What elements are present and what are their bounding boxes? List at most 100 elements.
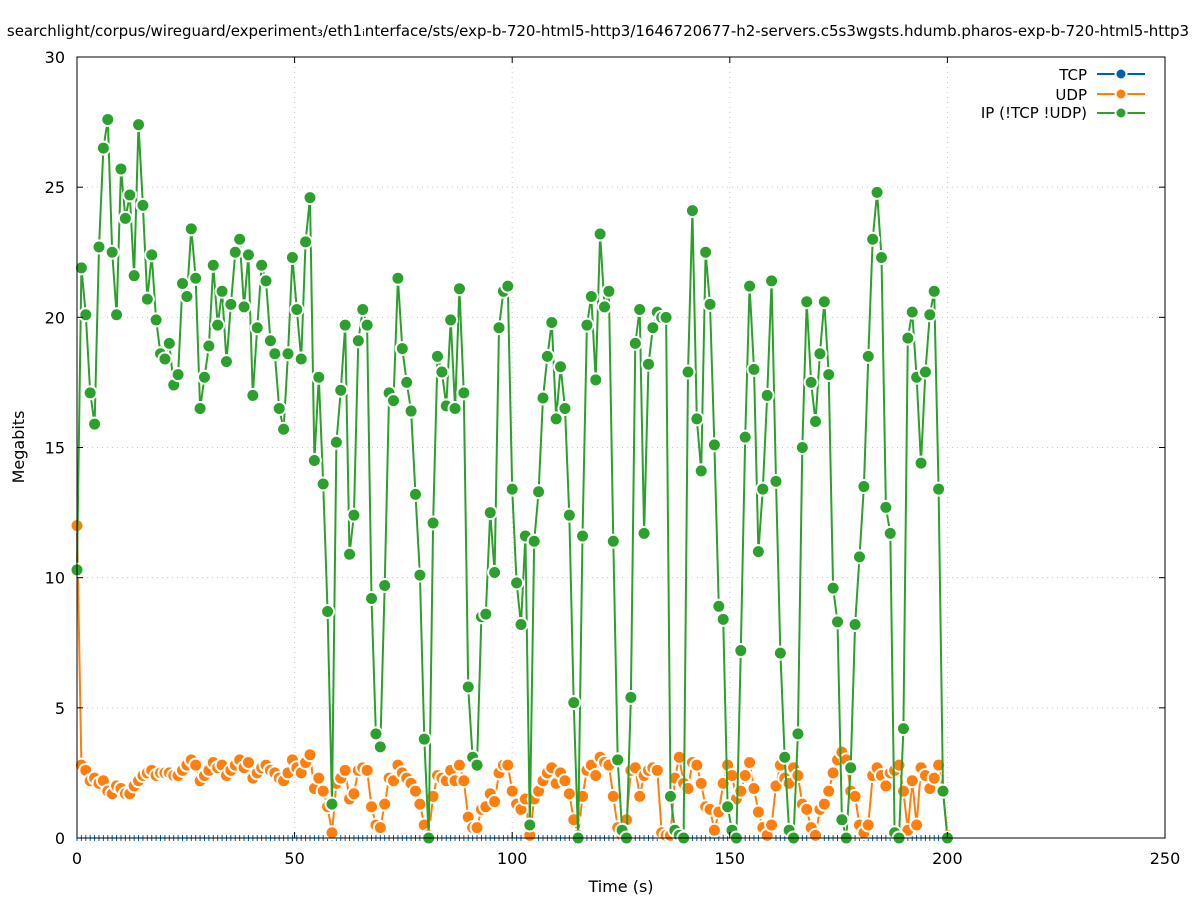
udp-point (926, 770, 942, 786)
ip-point (131, 117, 147, 133)
ip-point (201, 338, 217, 354)
ip-point (91, 239, 107, 255)
x-tick-label: 0 (72, 849, 82, 868)
ip-point (640, 356, 656, 372)
ip-point (394, 341, 410, 357)
ip-point (188, 270, 204, 286)
ip-point (601, 283, 617, 299)
series-layer (69, 111, 955, 846)
ip-point (847, 617, 863, 633)
ip-point (579, 317, 595, 333)
ip-point (935, 783, 951, 799)
ip-point (755, 481, 771, 497)
ip-point (698, 244, 714, 260)
ip-point (478, 606, 494, 622)
ip-point (157, 351, 173, 367)
x-tick-label: 100 (497, 849, 528, 868)
x-tick-label: 200 (932, 849, 963, 868)
ip-point (372, 739, 388, 755)
ip-point (254, 257, 270, 273)
legend-marker-tcp (1114, 67, 1128, 81)
y-tick-label: 30 (45, 48, 65, 67)
ip-point (500, 278, 516, 294)
ip-point (860, 348, 876, 364)
udp-point (746, 781, 762, 797)
udp-point (364, 799, 380, 815)
y-axis-label: Megabits (9, 411, 28, 484)
udp-point (825, 765, 841, 781)
ip-point (706, 437, 722, 453)
ip-point (720, 799, 736, 815)
udp-point (605, 788, 621, 804)
udp-point (240, 755, 256, 771)
udp-point (412, 796, 428, 812)
udp-point (504, 783, 520, 799)
ip-point (284, 249, 300, 265)
ip-point (161, 335, 177, 351)
legend-label-ip: IP (!TCP !UDP) (981, 104, 1087, 122)
ip-point (276, 421, 292, 437)
ip-point (808, 413, 824, 429)
legend-marker-udp (1114, 87, 1128, 101)
ip-point (386, 393, 402, 409)
y-tick-label: 20 (45, 308, 65, 327)
udp-point (649, 762, 665, 778)
ip-point (812, 346, 828, 362)
ip-point (262, 333, 278, 349)
ip-point (711, 598, 727, 614)
udp-point (808, 827, 824, 843)
ip-point (526, 533, 542, 549)
ip-point (223, 296, 239, 312)
ip-point (803, 374, 819, 390)
ip-point (504, 481, 520, 497)
ip-point (553, 359, 569, 375)
ip-point (794, 440, 810, 455)
udp-point (878, 778, 894, 794)
ip-point (535, 390, 551, 406)
ip-point (750, 544, 766, 560)
ip-point (434, 364, 450, 380)
ip-point (117, 210, 133, 226)
ip-point (658, 309, 674, 325)
ip-point (851, 549, 867, 565)
udp-point (706, 822, 722, 838)
ip-point (205, 257, 221, 273)
udp-point (407, 783, 423, 799)
ip-point (487, 564, 503, 580)
ip-point (350, 333, 366, 349)
ip-point (324, 796, 340, 812)
ip-point (179, 289, 195, 305)
ip-point (882, 525, 898, 541)
ip-point (328, 434, 344, 450)
chart-title: searchlight/corpus/wireguard/experiment₃… (7, 22, 1189, 40)
ip-point (790, 726, 806, 742)
ip-point (689, 411, 705, 427)
ip-point (280, 346, 296, 362)
ip-point (364, 590, 380, 606)
ip-point (232, 231, 248, 247)
udp-point (689, 757, 705, 773)
ip-point (390, 270, 406, 286)
ip-point (183, 221, 199, 237)
ip-point (856, 479, 872, 495)
ip-point (267, 346, 283, 362)
ip-point (236, 299, 252, 315)
ip-point (662, 788, 678, 804)
ip-point (355, 302, 371, 318)
ip-point (443, 312, 459, 328)
ip-point (636, 525, 652, 541)
ip-point (531, 484, 547, 500)
ip-point (583, 289, 599, 305)
ip-point (816, 294, 832, 310)
ip-point (777, 749, 793, 765)
y-tick-label: 15 (45, 439, 65, 458)
y-tick-label: 5 (55, 699, 65, 718)
ip-point (82, 385, 98, 401)
ip-point (311, 369, 327, 385)
ip-point (742, 278, 758, 294)
ip-point (337, 317, 353, 333)
udp-point (750, 804, 766, 820)
ip-point (192, 400, 208, 416)
udp-point (500, 757, 516, 773)
ip-point (513, 617, 529, 633)
